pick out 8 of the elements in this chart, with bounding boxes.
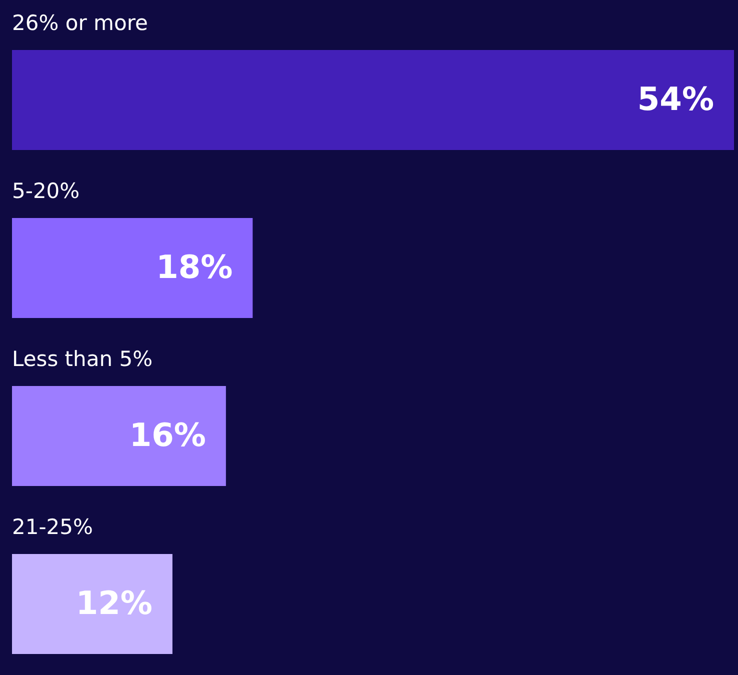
data-label: 12% <box>76 584 152 622</box>
data-label: 54% <box>637 80 714 118</box>
data-label: 18% <box>156 248 233 286</box>
y-tick-label: Less than 5% <box>12 347 153 371</box>
y-tick-label: 26% or more <box>12 11 148 35</box>
y-tick-label: 21-25% <box>12 515 93 539</box>
y-tick-label: 5-20% <box>12 179 80 203</box>
data-label: 16% <box>129 416 206 454</box>
